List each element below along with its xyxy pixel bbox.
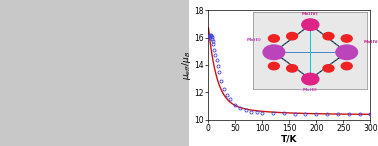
Y-axis label: $\mu_{eff}/\mu_B$: $\mu_{eff}/\mu_B$ xyxy=(180,50,193,80)
X-axis label: T/K: T/K xyxy=(281,134,297,143)
